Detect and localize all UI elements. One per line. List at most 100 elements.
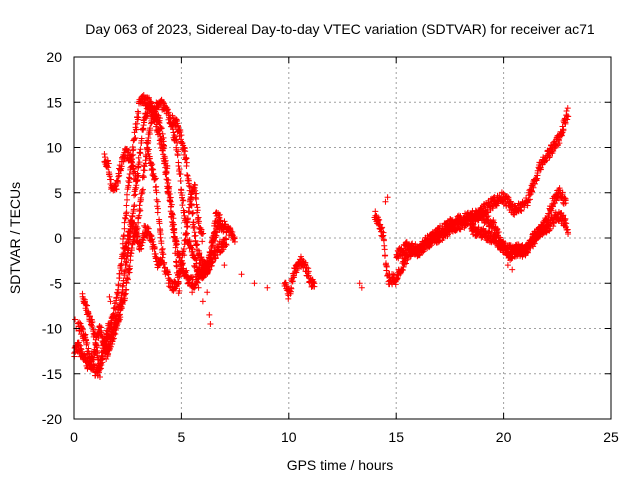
data-point-scattered — [504, 262, 511, 269]
data-point-track-a — [98, 332, 105, 339]
x-axis-ticks: 0 5 10 15 20 25 — [70, 57, 619, 445]
data-point-track-e — [193, 196, 200, 203]
data-point-scattered — [251, 280, 258, 287]
data-point-track-e — [149, 166, 156, 173]
data-point-track-i — [489, 205, 496, 212]
data-point-track-e — [192, 187, 199, 194]
data-point-track-c — [119, 283, 126, 290]
data-point-track-e — [156, 220, 163, 227]
data-point-track-c — [166, 197, 173, 204]
data-point-track-c — [195, 275, 202, 282]
data-point-track-e — [143, 139, 150, 146]
data-point-track-c — [88, 322, 95, 329]
data-point-track-i — [391, 272, 398, 279]
data-point-scattered — [382, 198, 389, 205]
data-point-track-f — [208, 254, 215, 261]
data-point-track-g — [129, 217, 136, 224]
data-point-track-g — [123, 239, 130, 246]
data-point-track-a — [76, 341, 83, 348]
data-point-track-i — [379, 233, 386, 240]
data-point-track-b — [126, 174, 133, 181]
data-point-track-c — [112, 326, 119, 333]
data-point-track-f — [210, 235, 217, 242]
data-point-track-f — [208, 249, 215, 256]
data-point-track-i — [556, 140, 563, 147]
data-point-track-c — [147, 103, 154, 110]
y-tick-label: -15 — [42, 366, 62, 382]
data-point-track-f — [216, 220, 223, 227]
data-point-track-e — [159, 245, 166, 252]
data-point-track-b — [84, 339, 91, 346]
data-point-track-e — [193, 201, 200, 208]
data-point-track-e — [153, 189, 160, 196]
data-point-track-i — [563, 108, 570, 115]
data-point-track-c — [124, 252, 131, 259]
data-point-track-c — [92, 336, 99, 343]
data-point-scattered — [189, 289, 196, 296]
data-point-track-f — [193, 242, 200, 249]
data-point-track-i — [380, 229, 387, 236]
data-point-track-i — [517, 207, 524, 214]
data-point-track-f — [177, 128, 184, 135]
data-point-track-i — [546, 154, 553, 161]
data-point-track-c — [99, 359, 106, 366]
data-point-track-j — [556, 190, 563, 197]
x-tick-label: 15 — [388, 429, 404, 445]
data-point-track-e — [178, 265, 185, 272]
data-point-track-d — [104, 157, 111, 164]
data-point-track-b — [111, 300, 118, 307]
data-point-track-b — [126, 179, 133, 186]
data-point-track-f — [206, 255, 213, 262]
data-point-track-a — [138, 196, 145, 203]
data-point-track-e — [181, 241, 188, 248]
data-point-track-c — [156, 130, 163, 137]
data-point-track-d — [114, 178, 121, 185]
data-point-track-b — [88, 358, 95, 365]
data-point-track-k — [508, 255, 515, 262]
data-point-track-e — [175, 281, 182, 288]
data-point-track-j — [548, 207, 555, 214]
y-axis-label: SDTVAR / TECUs — [7, 182, 23, 294]
data-point-track-b — [164, 179, 171, 186]
data-point-track-c — [231, 238, 238, 245]
data-point-scattered — [199, 298, 206, 305]
data-point-track-c — [168, 209, 175, 216]
data-point-track-e — [150, 170, 157, 177]
data-point-track-d — [126, 152, 133, 159]
data-point-track-c — [168, 214, 175, 221]
data-point-track-a — [222, 235, 229, 242]
y-tick-label: 20 — [46, 49, 62, 65]
data-point-track-a — [137, 207, 144, 214]
data-point-track-d — [129, 162, 136, 169]
data-point-track-d — [116, 172, 123, 179]
data-point-track-h — [293, 269, 300, 276]
data-point-track-k — [524, 248, 531, 255]
data-point-track-g — [158, 257, 165, 264]
data-point-scattered — [356, 280, 363, 287]
data-point-track-f — [185, 177, 192, 184]
data-point-track-a — [141, 167, 148, 174]
data-point-track-e — [183, 230, 190, 237]
data-point-track-a — [125, 276, 132, 283]
data-point-track-c — [132, 191, 139, 198]
data-point-track-f — [216, 211, 223, 218]
data-point-track-g — [134, 233, 141, 240]
data-point-track-i — [559, 123, 566, 130]
data-point-track-i — [379, 224, 386, 231]
data-point-track-h — [282, 281, 289, 288]
data-point-track-f — [190, 209, 197, 216]
data-point-track-a — [136, 202, 143, 209]
x-tick-label: 10 — [281, 429, 297, 445]
data-point-track-b — [176, 287, 183, 294]
data-point-track-j — [428, 242, 435, 249]
data-point-track-c — [167, 203, 174, 210]
data-point-track-a — [178, 187, 185, 194]
data-point-track-i — [564, 116, 571, 123]
data-point-track-e — [199, 230, 206, 237]
data-point-track-g — [121, 251, 128, 258]
data-point-track-c — [157, 133, 164, 140]
data-points — [71, 91, 572, 381]
data-point-scattered — [106, 293, 113, 300]
data-point-track-j — [436, 237, 443, 244]
